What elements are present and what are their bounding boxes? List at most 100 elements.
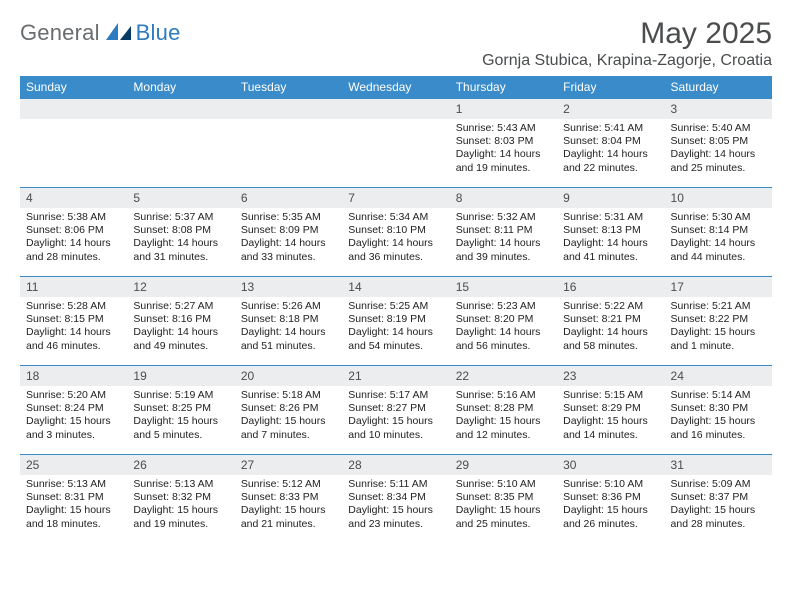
- day-details: Sunrise: 5:32 AMSunset: 8:11 PMDaylight:…: [450, 208, 557, 269]
- sunset-line: Sunset: 8:21 PM: [563, 313, 658, 326]
- weekday-header: Saturday: [665, 76, 772, 99]
- daylight-line: Daylight: 15 hours and 25 minutes.: [456, 504, 551, 531]
- calendar-day: 21Sunrise: 5:17 AMSunset: 8:27 PMDayligh…: [342, 366, 449, 454]
- day-details: Sunrise: 5:21 AMSunset: 8:22 PMDaylight:…: [665, 297, 772, 358]
- day-number: 6: [235, 188, 342, 208]
- sunrise-line: Sunrise: 5:43 AM: [456, 122, 551, 135]
- daylight-line: Daylight: 15 hours and 10 minutes.: [348, 415, 443, 442]
- day-details: Sunrise: 5:13 AMSunset: 8:32 PMDaylight:…: [127, 475, 234, 536]
- day-number: [127, 99, 234, 119]
- sunrise-line: Sunrise: 5:14 AM: [671, 389, 766, 402]
- day-number: 20: [235, 366, 342, 386]
- sunset-line: Sunset: 8:06 PM: [26, 224, 121, 237]
- sunset-line: Sunset: 8:34 PM: [348, 491, 443, 504]
- sunset-line: Sunset: 8:05 PM: [671, 135, 766, 148]
- location-subtitle: Gornja Stubica, Krapina-Zagorje, Croatia: [482, 52, 772, 70]
- weekday-header: Monday: [127, 76, 234, 99]
- sunset-line: Sunset: 8:35 PM: [456, 491, 551, 504]
- weekday-header: Friday: [557, 76, 664, 99]
- sunset-line: Sunset: 8:28 PM: [456, 402, 551, 415]
- day-details: Sunrise: 5:35 AMSunset: 8:09 PMDaylight:…: [235, 208, 342, 269]
- day-details: Sunrise: 5:25 AMSunset: 8:19 PMDaylight:…: [342, 297, 449, 358]
- day-details: Sunrise: 5:11 AMSunset: 8:34 PMDaylight:…: [342, 475, 449, 536]
- sunset-line: Sunset: 8:14 PM: [671, 224, 766, 237]
- weekday-header: Tuesday: [235, 76, 342, 99]
- daylight-line: Daylight: 15 hours and 14 minutes.: [563, 415, 658, 442]
- calendar-day: 19Sunrise: 5:19 AMSunset: 8:25 PMDayligh…: [127, 366, 234, 454]
- calendar-day: [342, 99, 449, 187]
- day-number: 22: [450, 366, 557, 386]
- day-number: [20, 99, 127, 119]
- calendar-day: 14Sunrise: 5:25 AMSunset: 8:19 PMDayligh…: [342, 277, 449, 365]
- calendar-day: 10Sunrise: 5:30 AMSunset: 8:14 PMDayligh…: [665, 188, 772, 276]
- day-number: 18: [20, 366, 127, 386]
- sunrise-line: Sunrise: 5:38 AM: [26, 211, 121, 224]
- daylight-line: Daylight: 15 hours and 19 minutes.: [133, 504, 228, 531]
- day-number: 30: [557, 455, 664, 475]
- day-number: 28: [342, 455, 449, 475]
- calendar-day: 7Sunrise: 5:34 AMSunset: 8:10 PMDaylight…: [342, 188, 449, 276]
- sunset-line: Sunset: 8:24 PM: [26, 402, 121, 415]
- daylight-line: Daylight: 14 hours and 19 minutes.: [456, 148, 551, 175]
- calendar-day: 23Sunrise: 5:15 AMSunset: 8:29 PMDayligh…: [557, 366, 664, 454]
- brand-sail-icon: [106, 23, 132, 41]
- calendar-week: 25Sunrise: 5:13 AMSunset: 8:31 PMDayligh…: [20, 454, 772, 543]
- brand-word-2: Blue: [136, 20, 181, 45]
- day-number: [342, 99, 449, 119]
- calendar-day: 11Sunrise: 5:28 AMSunset: 8:15 PMDayligh…: [20, 277, 127, 365]
- title-block: May 2025 Gornja Stubica, Krapina-Zagorje…: [482, 18, 772, 70]
- day-number: 24: [665, 366, 772, 386]
- sunrise-line: Sunrise: 5:30 AM: [671, 211, 766, 224]
- calendar-day: 24Sunrise: 5:14 AMSunset: 8:30 PMDayligh…: [665, 366, 772, 454]
- daylight-line: Daylight: 15 hours and 1 minute.: [671, 326, 766, 353]
- sunrise-line: Sunrise: 5:32 AM: [456, 211, 551, 224]
- sunrise-line: Sunrise: 5:21 AM: [671, 300, 766, 313]
- day-details: Sunrise: 5:19 AMSunset: 8:25 PMDaylight:…: [127, 386, 234, 447]
- calendar-day: 5Sunrise: 5:37 AMSunset: 8:08 PMDaylight…: [127, 188, 234, 276]
- sunrise-line: Sunrise: 5:31 AM: [563, 211, 658, 224]
- day-details: Sunrise: 5:41 AMSunset: 8:04 PMDaylight:…: [557, 119, 664, 180]
- sunset-line: Sunset: 8:15 PM: [26, 313, 121, 326]
- day-details: Sunrise: 5:31 AMSunset: 8:13 PMDaylight:…: [557, 208, 664, 269]
- daylight-line: Daylight: 15 hours and 18 minutes.: [26, 504, 121, 531]
- calendar-day: 25Sunrise: 5:13 AMSunset: 8:31 PMDayligh…: [20, 455, 127, 543]
- sunrise-line: Sunrise: 5:13 AM: [26, 478, 121, 491]
- calendar-day: 4Sunrise: 5:38 AMSunset: 8:06 PMDaylight…: [20, 188, 127, 276]
- sunrise-line: Sunrise: 5:19 AM: [133, 389, 228, 402]
- sunrise-line: Sunrise: 5:35 AM: [241, 211, 336, 224]
- daylight-line: Daylight: 15 hours and 23 minutes.: [348, 504, 443, 531]
- day-number: 1: [450, 99, 557, 119]
- day-number: 19: [127, 366, 234, 386]
- day-details: Sunrise: 5:28 AMSunset: 8:15 PMDaylight:…: [20, 297, 127, 358]
- daylight-line: Daylight: 15 hours and 28 minutes.: [671, 504, 766, 531]
- calendar-day: [127, 99, 234, 187]
- day-details: Sunrise: 5:23 AMSunset: 8:20 PMDaylight:…: [450, 297, 557, 358]
- sunrise-line: Sunrise: 5:22 AM: [563, 300, 658, 313]
- daylight-line: Daylight: 14 hours and 22 minutes.: [563, 148, 658, 175]
- daylight-line: Daylight: 14 hours and 31 minutes.: [133, 237, 228, 264]
- calendar-day: 8Sunrise: 5:32 AMSunset: 8:11 PMDaylight…: [450, 188, 557, 276]
- sunrise-line: Sunrise: 5:26 AM: [241, 300, 336, 313]
- calendar-day: 16Sunrise: 5:22 AMSunset: 8:21 PMDayligh…: [557, 277, 664, 365]
- day-details: Sunrise: 5:34 AMSunset: 8:10 PMDaylight:…: [342, 208, 449, 269]
- calendar-day: 31Sunrise: 5:09 AMSunset: 8:37 PMDayligh…: [665, 455, 772, 543]
- sunrise-line: Sunrise: 5:09 AM: [671, 478, 766, 491]
- day-details: Sunrise: 5:22 AMSunset: 8:21 PMDaylight:…: [557, 297, 664, 358]
- day-number: [235, 99, 342, 119]
- sunrise-line: Sunrise: 5:13 AM: [133, 478, 228, 491]
- daylight-line: Daylight: 14 hours and 36 minutes.: [348, 237, 443, 264]
- calendar: Sunday Monday Tuesday Wednesday Thursday…: [20, 76, 772, 543]
- sunset-line: Sunset: 8:36 PM: [563, 491, 658, 504]
- day-details: Sunrise: 5:10 AMSunset: 8:35 PMDaylight:…: [450, 475, 557, 536]
- calendar-week: 4Sunrise: 5:38 AMSunset: 8:06 PMDaylight…: [20, 187, 772, 276]
- day-number: 16: [557, 277, 664, 297]
- day-number: 17: [665, 277, 772, 297]
- day-details: Sunrise: 5:12 AMSunset: 8:33 PMDaylight:…: [235, 475, 342, 536]
- daylight-line: Daylight: 14 hours and 25 minutes.: [671, 148, 766, 175]
- brand-logo: General Blue: [20, 20, 181, 46]
- sunrise-line: Sunrise: 5:10 AM: [456, 478, 551, 491]
- day-number: 12: [127, 277, 234, 297]
- calendar-day: 12Sunrise: 5:27 AMSunset: 8:16 PMDayligh…: [127, 277, 234, 365]
- weekday-header: Thursday: [450, 76, 557, 99]
- day-number: 7: [342, 188, 449, 208]
